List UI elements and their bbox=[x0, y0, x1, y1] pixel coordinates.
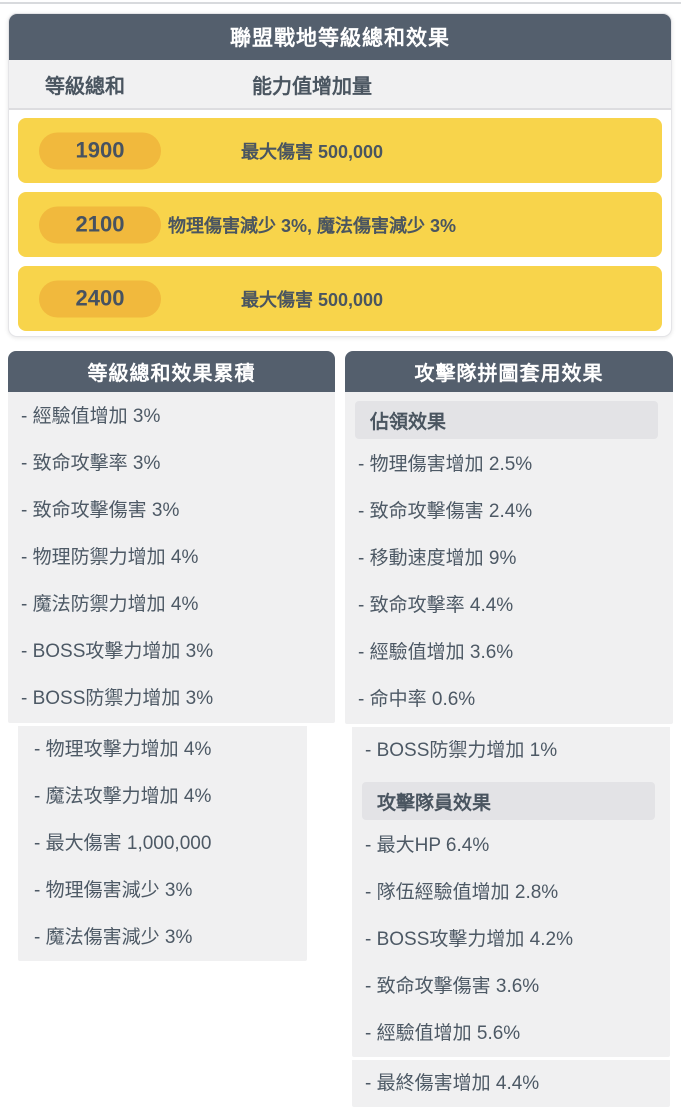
effect-list-item: - 經驗值增加 3.6% bbox=[358, 642, 514, 663]
squad-puzzle-effects-panel: 攻擊隊拼圖套用效果 佔領效果 - 物理傷害增加 2.5% - 致命攻擊傷害 2.… bbox=[345, 351, 673, 1107]
effect-list-item: - BOSS防禦力增加 3% bbox=[21, 688, 214, 709]
effect-list-item: - 致命攻擊傷害 3.6% bbox=[365, 976, 540, 997]
table-row: 2100 物理傷害減少 3%, 魔法傷害減少 3% bbox=[18, 192, 662, 257]
table-column-header-row: 等級總和 能力值增加量 bbox=[9, 60, 671, 110]
effect-list-item: - BOSS防禦力增加 1% bbox=[365, 740, 558, 761]
effect-list-item: - 移動速度增加 9% bbox=[358, 548, 517, 569]
page-top-divider bbox=[0, 2, 681, 4]
effect-list-item: - 致命攻擊率 3% bbox=[21, 453, 161, 474]
column-header-stat-increase: 能力值增加量 bbox=[252, 75, 372, 98]
effect-list-item: - 魔法攻擊力增加 4% bbox=[34, 786, 212, 807]
effect-list-card-overflow: - 最終傷害增加 4.4% bbox=[352, 1060, 670, 1107]
effect-list-item: - 物理傷害增加 2.5% bbox=[358, 454, 533, 475]
effect-list-item: - 物理防禦力增加 4% bbox=[21, 547, 199, 568]
column-header-level-sum: 等級總和 bbox=[45, 75, 125, 98]
level-sum-effect-table: 聯盟戰地等級總和效果 等級總和 能力值增加量 1900 最大傷害 500,000… bbox=[8, 13, 672, 337]
effect-list-item: - 命中率 0.6% bbox=[358, 689, 476, 710]
effect-list-item: - 致命攻擊傷害 2.4% bbox=[358, 501, 533, 522]
level-badge: 2100 bbox=[39, 206, 161, 243]
cumulative-effects-panel: 等級總和效果累積 - 經驗值增加 3% - 致命攻擊率 3% - 致命攻擊傷害 … bbox=[8, 351, 335, 961]
effect-list-item: - 魔法傷害減少 3% bbox=[34, 927, 193, 948]
table-title: 聯盟戰地等級總和效果 bbox=[9, 14, 671, 60]
table-row: 2400 最大傷害 500,000 bbox=[18, 266, 662, 331]
effect-list-item: - 隊伍經驗值增加 2.8% bbox=[365, 882, 559, 903]
effect-list-card-overflow: - 物理攻擊力增加 4% - 魔法攻擊力增加 4% - 最大傷害 1,000,0… bbox=[18, 726, 307, 961]
section-header-squad-member: 攻擊隊員效果 bbox=[362, 782, 655, 820]
effect-list-item: - 最大傷害 1,000,000 bbox=[34, 833, 212, 854]
effect-text: 最大傷害 500,000 bbox=[240, 289, 384, 310]
effect-list-item: - 最終傷害增加 4.4% bbox=[365, 1073, 540, 1094]
level-badge: 1900 bbox=[39, 132, 161, 169]
effect-text: 最大傷害 500,000 bbox=[240, 141, 384, 162]
effect-list-item: - BOSS攻擊力增加 4.2% bbox=[365, 929, 573, 950]
effect-list-item: - 物理傷害減少 3% bbox=[34, 880, 193, 901]
effect-list-item: - 致命攻擊率 4.4% bbox=[358, 595, 514, 616]
effect-list-item: - 經驗值增加 3% bbox=[21, 406, 161, 427]
effect-list-card: 佔領效果 - 物理傷害增加 2.5% - 致命攻擊傷害 2.4% - 移動速度增… bbox=[345, 392, 673, 724]
effect-list-card: - 經驗值增加 3% - 致命攻擊率 3% - 致命攻擊傷害 3% - 物理防禦… bbox=[8, 392, 335, 723]
table-body: 1900 最大傷害 500,000 2100 物理傷害減少 3%, 魔法傷害減少… bbox=[9, 110, 671, 336]
effect-list-item: - 最大HP 6.4% bbox=[365, 835, 490, 856]
effect-list-item: - 致命攻擊傷害 3% bbox=[21, 500, 180, 521]
effect-list-item: - 魔法防禦力增加 4% bbox=[21, 594, 199, 615]
effect-list-card-overflow: - BOSS防禦力增加 1% 攻擊隊員效果 - 最大HP 6.4% - 隊伍經驗… bbox=[352, 727, 670, 1057]
effect-list-item: - BOSS攻擊力增加 3% bbox=[21, 641, 214, 662]
level-badge: 2400 bbox=[39, 280, 161, 317]
effect-list-item: - 經驗值增加 5.6% bbox=[365, 1023, 521, 1044]
effect-list-item: - 物理攻擊力增加 4% bbox=[34, 739, 212, 760]
section-header-occupation: 佔領效果 bbox=[355, 401, 658, 439]
table-row: 1900 最大傷害 500,000 bbox=[18, 118, 662, 183]
panel-title: 等級總和效果累積 bbox=[8, 351, 335, 392]
panel-title: 攻擊隊拼圖套用效果 bbox=[345, 351, 673, 392]
effect-text: 物理傷害減少 3%, 魔法傷害減少 3% bbox=[167, 215, 457, 236]
